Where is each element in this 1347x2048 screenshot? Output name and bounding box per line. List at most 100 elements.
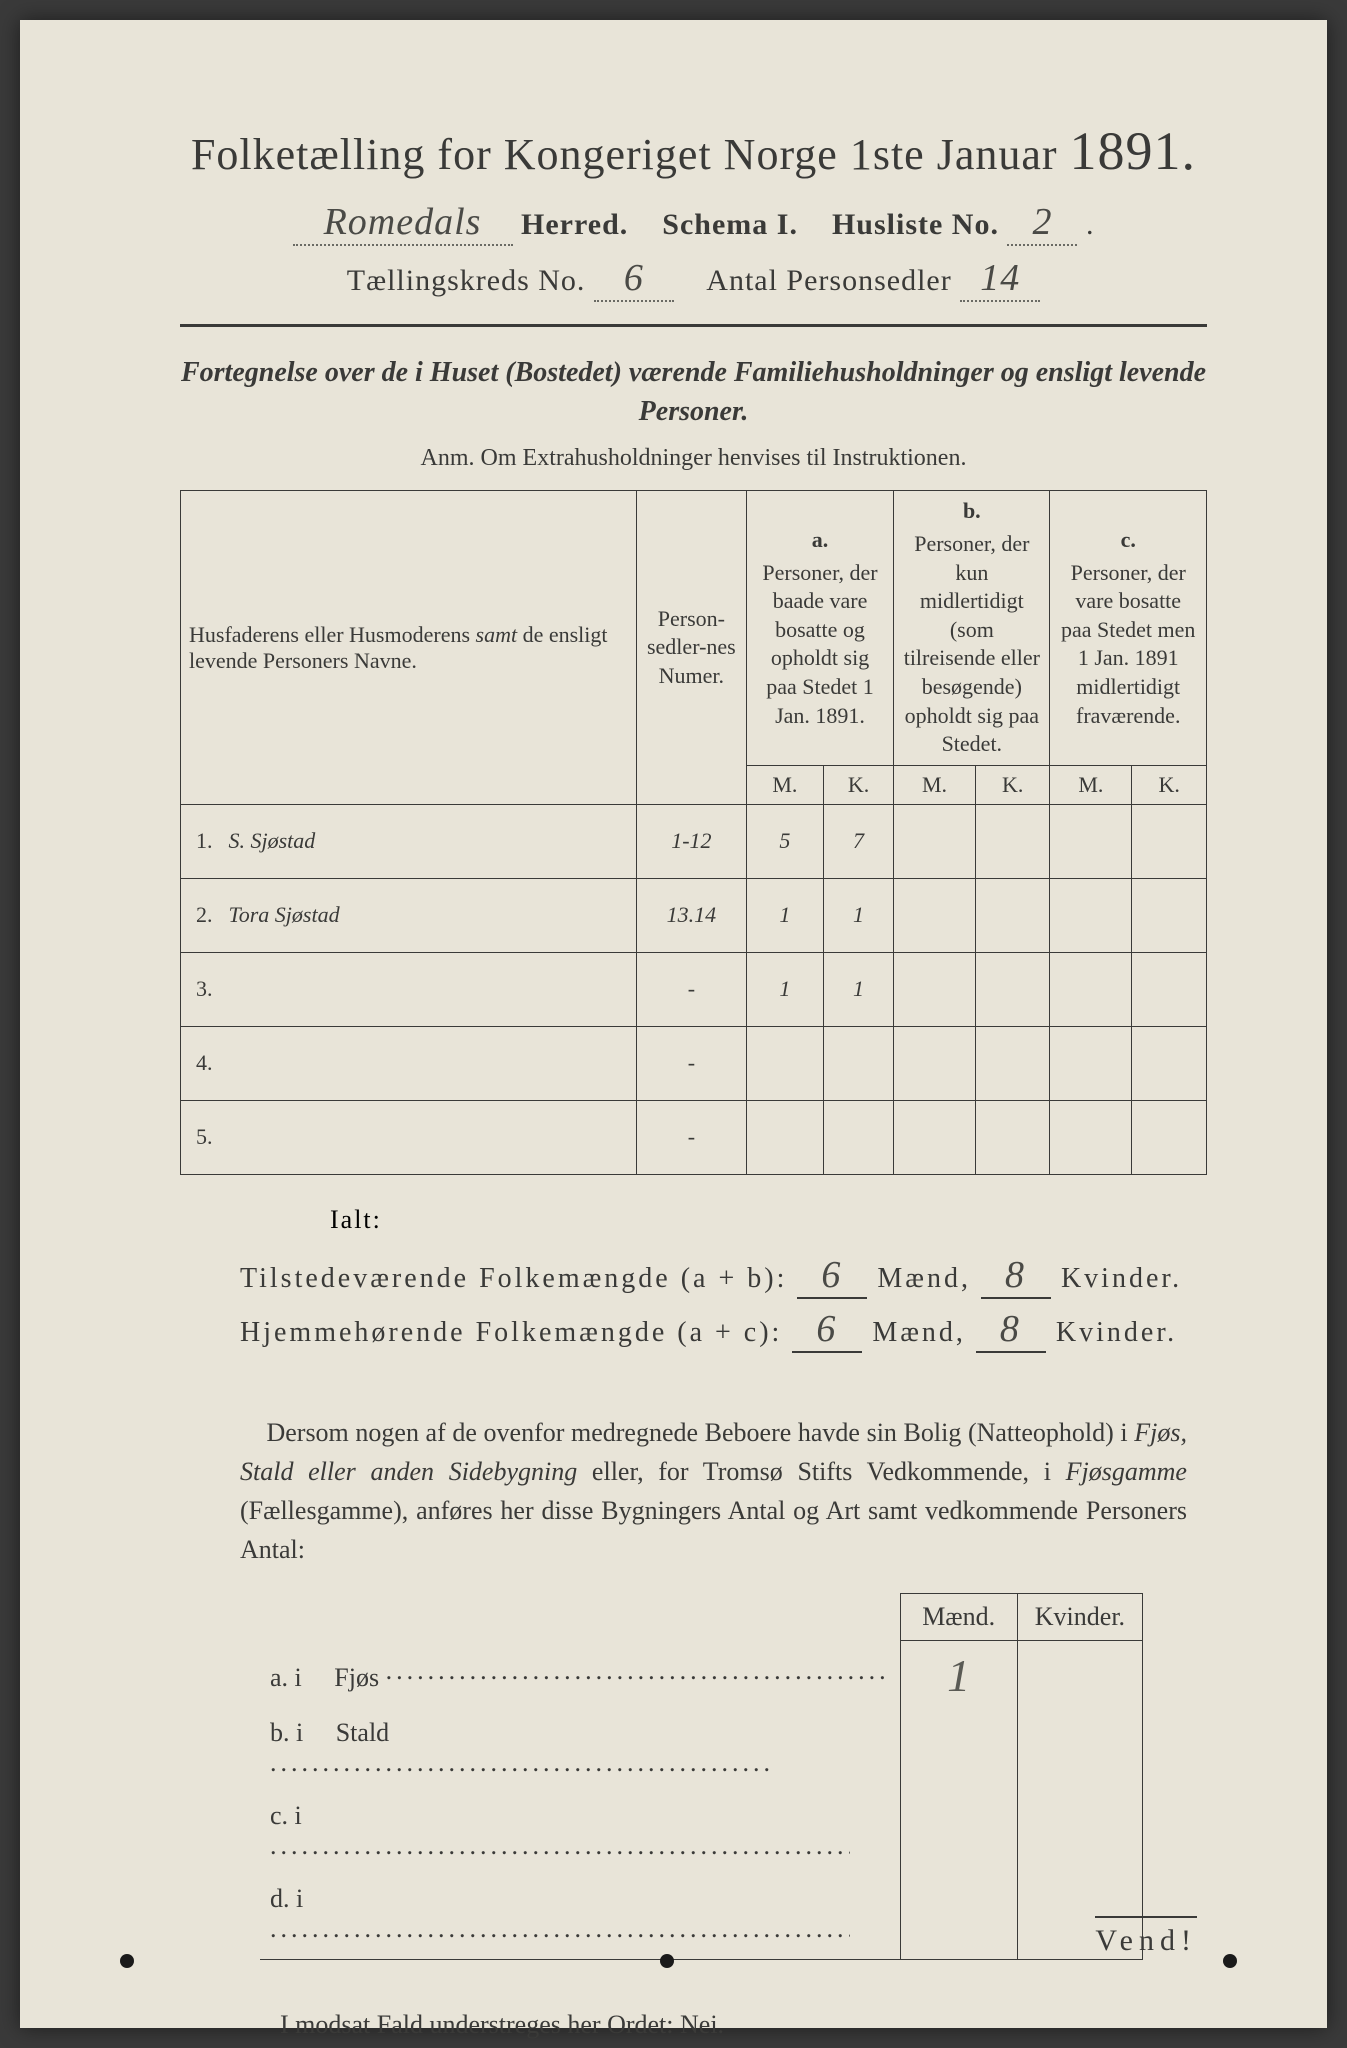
mk-c-m: M. <box>1050 765 1132 804</box>
side-m-cell <box>900 1793 1017 1876</box>
side-k-cell <box>1017 1793 1143 1876</box>
census-form-page: Folketælling for Kongeriget Norge 1ste J… <box>20 20 1327 2028</box>
b-m-cell <box>894 878 976 952</box>
table-row: 2.Tora Sjøstad13.1411 <box>181 878 1207 952</box>
mk-c-k: K. <box>1132 765 1207 804</box>
head-names: Husfaderens eller Husmoderens samt de en… <box>181 491 637 804</box>
kreds-value: 6 <box>594 256 674 302</box>
totals-line-2: Hjemmehørende Folkemængde (a + c): 6 Mæn… <box>240 1307 1207 1353</box>
table-header-row-1: Husfaderens eller Husmoderens samt de en… <box>181 491 1207 765</box>
a-k-cell: 1 <box>823 878 893 952</box>
mk-b-m: M. <box>894 765 976 804</box>
punch-hole-icon <box>120 1954 134 1968</box>
b-k-cell <box>975 878 1050 952</box>
side-table-row: c. i <box>260 1793 1143 1876</box>
totals-1-k: 8 <box>981 1253 1051 1299</box>
herred-value: Romedals <box>293 200 513 246</box>
mk-b-k: K. <box>975 765 1050 804</box>
maend-label-1: Mænd, <box>877 1263 971 1294</box>
header-line-2: Tællingskreds No. 6 Antal Personsedler 1… <box>180 256 1207 302</box>
a-m-cell <box>746 1026 823 1100</box>
totals-1-label: Tilstedeværende Folkemængde (a + b): <box>240 1263 787 1294</box>
divider-rule <box>180 324 1207 327</box>
fortegnelse-heading: Fortegnelse over de i Huset (Bostedet) v… <box>180 353 1207 431</box>
side-label-cell: c. i <box>260 1793 900 1876</box>
side-head-k: Kvinder. <box>1017 1593 1143 1640</box>
anm-note: Anm. Om Extrahusholdninger henvises til … <box>180 445 1207 472</box>
a-k-cell <box>823 1026 893 1100</box>
punch-hole-icon <box>660 1954 674 1968</box>
kvinder-label-2: Kvinder. <box>1056 1317 1177 1348</box>
a-k-cell: 7 <box>823 804 893 878</box>
row-number: 2. <box>181 878 221 952</box>
side-m-cell <box>900 1876 1017 1960</box>
c-k-cell <box>1132 1026 1207 1100</box>
b-k-cell <box>975 952 1050 1026</box>
b-m-cell <box>894 804 976 878</box>
title-text: Folketælling for Kongeriget Norge 1ste J… <box>191 130 1058 179</box>
c-k-cell <box>1132 952 1207 1026</box>
main-title: Folketælling for Kongeriget Norge 1ste J… <box>180 120 1207 182</box>
numer-cell: - <box>636 1100 746 1174</box>
c-m-cell <box>1050 804 1132 878</box>
head-col-c: c. Personer, der vare bosatte paa Stedet… <box>1050 491 1207 765</box>
side-head-m: Mænd. <box>900 1593 1017 1640</box>
row-number: 1. <box>181 804 221 878</box>
antal-label: Antal Personsedler <box>706 264 951 297</box>
c-m-cell <box>1050 878 1132 952</box>
b-m-cell <box>894 1100 976 1174</box>
head-numer: Person-sedler-nes Numer. <box>636 491 746 804</box>
side-label-cell: b. i Stald <box>260 1710 900 1793</box>
totals-1-m: 6 <box>797 1253 867 1299</box>
header-line-1: Romedals Herred. Schema I. Husliste No. … <box>180 200 1207 246</box>
table-row: 3.-11 <box>181 952 1207 1026</box>
b-k-cell <box>975 1026 1050 1100</box>
punch-hole-icon <box>1223 1954 1237 1968</box>
side-table-row: b. i Stald <box>260 1710 1143 1793</box>
side-building-paragraph: Dersom nogen af de ovenfor medregnede Be… <box>240 1413 1187 1569</box>
a-m-cell: 1 <box>746 878 823 952</box>
side-label-cell: a. i Fjøs <box>260 1640 900 1710</box>
table-row: 1.S. Sjøstad1-1257 <box>181 804 1207 878</box>
side-table-row: a. i Fjøs 1 <box>260 1640 1143 1710</box>
mk-a-m: M. <box>746 765 823 804</box>
kvinder-label-1: Kvinder. <box>1061 1263 1182 1294</box>
title-year: 1891. <box>1070 121 1197 181</box>
name-cell: Tora Sjøstad <box>221 878 637 952</box>
side-k-cell <box>1017 1640 1143 1710</box>
totals-line-1: Tilstedeværende Folkemængde (a + b): 6 M… <box>240 1253 1207 1299</box>
name-cell <box>221 952 637 1026</box>
ialt-label: Ialt: <box>330 1205 1207 1235</box>
c-k-cell <box>1132 804 1207 878</box>
schema-label: Schema I. <box>662 208 798 241</box>
side-building-table: Mænd. Kvinder. a. i Fjøs 1b. i Stald c. … <box>260 1593 1143 1960</box>
a-m-cell: 5 <box>746 804 823 878</box>
side-table-row: d. i <box>260 1876 1143 1960</box>
totals-2-k: 8 <box>976 1307 1046 1353</box>
a-m-cell <box>746 1100 823 1174</box>
side-m-cell: 1 <box>900 1640 1017 1710</box>
modsat-line: I modsat Fald understreges her Ordet: Ne… <box>280 2010 1207 2040</box>
head-col-a: a. Personer, der baade vare bosatte og o… <box>746 491 893 765</box>
totals-2-label: Hjemmehørende Folkemængde (a + c): <box>240 1317 782 1348</box>
c-k-cell <box>1132 1100 1207 1174</box>
b-m-cell <box>894 1026 976 1100</box>
side-k-cell <box>1017 1710 1143 1793</box>
main-census-table: Husfaderens eller Husmoderens samt de en… <box>180 490 1207 1174</box>
mk-a-k: K. <box>823 765 893 804</box>
name-cell <box>221 1100 637 1174</box>
b-m-cell <box>894 952 976 1026</box>
kreds-label: Tællingskreds No. <box>347 264 586 297</box>
b-k-cell <box>975 804 1050 878</box>
numer-cell: - <box>636 1026 746 1100</box>
side-label-cell: d. i <box>260 1876 900 1960</box>
a-m-cell: 1 <box>746 952 823 1026</box>
row-number: 5. <box>181 1100 221 1174</box>
b-k-cell <box>975 1100 1050 1174</box>
maend-label-2: Mænd, <box>872 1317 966 1348</box>
husliste-label: Husliste No. <box>832 208 999 241</box>
a-k-cell <box>823 1100 893 1174</box>
period: . <box>1086 208 1095 241</box>
side-m-cell <box>900 1710 1017 1793</box>
row-number: 3. <box>181 952 221 1026</box>
